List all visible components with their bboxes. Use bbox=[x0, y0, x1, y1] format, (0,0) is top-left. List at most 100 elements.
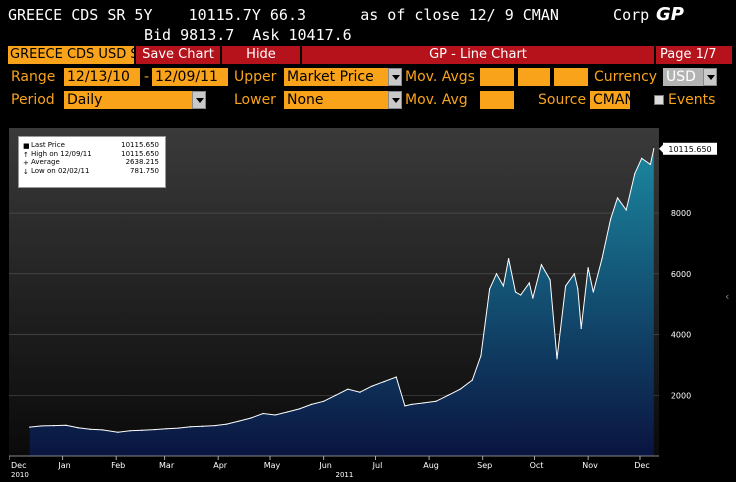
events-checkbox[interactable] bbox=[654, 95, 664, 105]
period-select[interactable]: Daily bbox=[64, 91, 192, 109]
data-point bbox=[274, 414, 276, 416]
security-name-field[interactable]: GREECE CDS USD S bbox=[8, 46, 134, 64]
data-point bbox=[41, 425, 43, 427]
range-label: Range bbox=[11, 69, 56, 85]
data-point bbox=[214, 425, 216, 427]
lower-dropdown-arrow-icon[interactable] bbox=[388, 91, 402, 109]
legend-marker: ↑ bbox=[23, 150, 29, 159]
data-point bbox=[625, 209, 627, 211]
legend-value: 10115.650 bbox=[121, 141, 159, 149]
data-point bbox=[53, 425, 55, 427]
resize-handle-icon[interactable]: ‹ bbox=[724, 290, 731, 303]
data-point bbox=[520, 294, 522, 296]
legend-value: 781.750 bbox=[130, 166, 159, 175]
data-point bbox=[383, 380, 385, 383]
last-price-label: 10115.650 bbox=[668, 145, 711, 154]
function-code: GP bbox=[656, 4, 684, 25]
legend-item-average: + Average 2638.215 bbox=[23, 158, 161, 167]
mov-avg-3-input[interactable] bbox=[554, 68, 588, 86]
currency-select[interactable]: USD bbox=[663, 68, 703, 86]
data-point bbox=[298, 408, 301, 410]
data-point bbox=[634, 172, 636, 175]
data-point bbox=[480, 355, 482, 357]
mov-avg-label: Mov. Avg bbox=[405, 92, 468, 108]
period-label: Period bbox=[11, 92, 55, 108]
hide-button[interactable]: Hide bbox=[222, 46, 300, 64]
data-point bbox=[495, 273, 498, 275]
y-tick-label: 4000 bbox=[671, 331, 691, 340]
events-label: Events bbox=[668, 92, 716, 108]
chart-title-bar: GP - Line Chart bbox=[302, 46, 654, 64]
data-point bbox=[549, 279, 551, 281]
x-tick-label: Mar bbox=[159, 461, 175, 470]
data-point bbox=[286, 411, 288, 413]
data-point bbox=[565, 285, 567, 287]
chart-legend: ■ Last Price 10115.650 ↑ High on 12/09/1… bbox=[18, 136, 166, 188]
x-tick-label: Jun bbox=[318, 461, 332, 470]
y-tick-label: 8000 bbox=[671, 209, 691, 218]
data-point bbox=[540, 264, 543, 266]
last-price-box bbox=[663, 142, 717, 155]
data-point bbox=[411, 403, 413, 405]
data-point bbox=[202, 425, 204, 427]
data-point bbox=[587, 267, 589, 269]
data-point bbox=[77, 427, 79, 429]
legend-label: High on 12/09/11 bbox=[31, 149, 92, 158]
data-point bbox=[580, 327, 582, 330]
data-point bbox=[359, 391, 361, 393]
x-tick-label: Sep bbox=[477, 461, 492, 470]
toolbar: GREECE CDS USD S Save Chart Hide GP - Li… bbox=[0, 46, 736, 64]
mov-avg-lower-input[interactable] bbox=[480, 91, 514, 109]
legend-marker: + bbox=[23, 159, 29, 167]
save-chart-button[interactable]: Save Chart bbox=[136, 46, 220, 64]
data-point bbox=[649, 163, 651, 166]
data-point bbox=[653, 148, 655, 150]
x-axis: Dec Jan Feb Mar Apr May Jun Jul Aug Sep Oct Nov Dec2… bbox=[9, 455, 659, 478]
data-point bbox=[577, 288, 579, 290]
data-point bbox=[117, 431, 119, 433]
currency-dropdown-arrow-icon[interactable] bbox=[703, 68, 717, 86]
data-point bbox=[609, 218, 612, 220]
x-tick-label: Feb bbox=[111, 461, 125, 470]
x-tick-label: Jul bbox=[372, 461, 383, 470]
data-point bbox=[29, 426, 31, 428]
x-tick-label: Apr bbox=[213, 461, 228, 470]
x-tick-label: Dec bbox=[634, 461, 649, 470]
data-point bbox=[310, 403, 313, 405]
data-point bbox=[189, 426, 192, 428]
data-point bbox=[532, 297, 534, 299]
source-label: Source bbox=[538, 92, 587, 108]
data-point bbox=[335, 394, 337, 396]
data-point bbox=[508, 257, 510, 260]
data-point bbox=[238, 420, 240, 422]
series-line bbox=[29, 148, 655, 433]
data-point bbox=[514, 291, 517, 293]
data-point bbox=[101, 429, 103, 431]
data-point bbox=[89, 428, 91, 430]
period-dropdown-arrow-icon[interactable] bbox=[192, 91, 206, 109]
data-point bbox=[502, 285, 505, 287]
upper-select[interactable]: Market Price bbox=[284, 68, 388, 86]
range-start-input[interactable]: 12/13/10 bbox=[64, 68, 140, 86]
source-input[interactable]: CMAN bbox=[590, 91, 630, 109]
legend-marker: ■ bbox=[23, 142, 30, 150]
data-point bbox=[129, 430, 131, 432]
range-end-input[interactable]: 12/09/11 bbox=[152, 68, 228, 86]
mov-avgs-label: Mov. Avgs bbox=[405, 69, 475, 85]
series-points bbox=[29, 148, 655, 433]
mov-avg-2-input[interactable] bbox=[518, 68, 550, 86]
y-tick-label: 2000 bbox=[671, 391, 691, 400]
data-point bbox=[404, 405, 406, 407]
upper-dropdown-arrow-icon[interactable] bbox=[388, 68, 402, 86]
header-line-2: Bid 9813.7 Ask 10417.6 bbox=[144, 26, 352, 44]
data-point bbox=[447, 394, 449, 396]
lower-select[interactable]: None bbox=[284, 91, 388, 109]
data-point bbox=[556, 358, 558, 360]
data-point bbox=[601, 257, 603, 260]
data-point bbox=[423, 402, 425, 404]
mov-avg-1-input[interactable] bbox=[480, 68, 514, 86]
data-point bbox=[347, 388, 349, 390]
data-point bbox=[323, 400, 325, 402]
page-indicator[interactable]: Page 1/7 bbox=[656, 46, 732, 64]
data-point bbox=[165, 428, 167, 430]
